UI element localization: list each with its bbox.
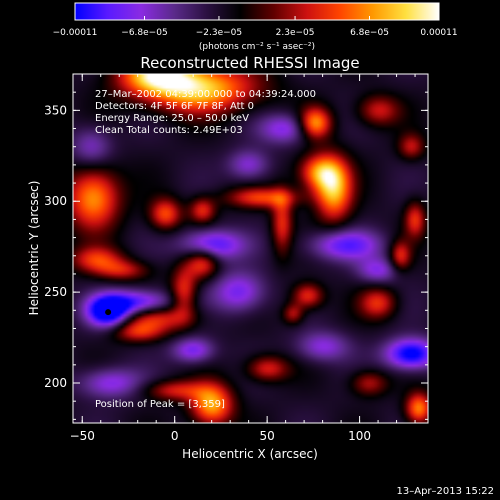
colorbar-tick-label: −6.8e−05 [121,28,167,38]
colorbar-strip [74,2,440,21]
colorbar: −0.00011 −6.8e−05 −2.3e−05 2.3e−05 6.8e−05 0.… [53,2,458,52]
annotation-detectors: Detectors: 4F 5F 6F 7F 8F, Att 0 [95,101,254,112]
peak-marker [105,309,112,316]
x-axis-ticks [81,74,416,423]
y-axis-tick-labels: 200 250 300 350 [44,103,67,390]
plot-area [73,74,428,423]
colorbar-tick-labels: −0.00011 −6.8e−05 −2.3e−05 2.3e−05 6.8e−05 0.… [53,28,458,38]
colorbar-tick-label: 2.3e−05 [276,28,315,38]
y-tick-label: 200 [44,376,67,390]
heatmap-image [73,74,428,423]
y-axis-label: Heliocentric Y (arcsec) [27,181,41,316]
x-tick-label: 50 [260,429,275,443]
colorbar-unit-label: (photons cm⁻² s⁻¹ asec⁻²) [199,42,315,52]
annotation-counts: Clean Total counts: 2.49E+03 [95,125,243,136]
minimum-dot [105,309,112,316]
x-axis-label: Heliocentric X (arcsec) [182,447,318,461]
colorbar-ticks [74,16,440,20]
colorbar-tick-label: −0.00011 [53,28,98,38]
colorbar-tick-label: 6.8e−05 [350,28,389,38]
plot-frame [72,73,429,424]
y-tick-label: 350 [44,103,67,117]
annotation-energy: Energy Range: 25.0 – 50.0 keV [95,113,249,124]
annotations: 27–Mar–2002 04:39:00.000 to 04:39:24.000… [95,89,316,410]
colorbar-tick-label: −2.3e−05 [196,28,242,38]
x-tick-label: 0 [171,429,179,443]
generation-date: 13–Apr–2013 15:22 [397,486,494,497]
y-tick-label: 300 [44,194,67,208]
x-tick-label: 100 [348,429,371,443]
chart-title: Reconstructed RHESSI Image [140,54,359,72]
y-axis-ticks [73,73,428,420]
x-tick-label: −50 [70,429,95,443]
colorbar-tick-label: 0.00011 [420,28,457,38]
y-tick-label: 250 [44,285,67,299]
annotation-peak-position: Position of Peak = [3,359] [95,399,225,410]
annotation-time: 27–Mar–2002 04:39:00.000 to 04:39:24.000 [95,89,316,100]
x-axis-tick-labels: −50 0 50 100 [70,429,371,443]
